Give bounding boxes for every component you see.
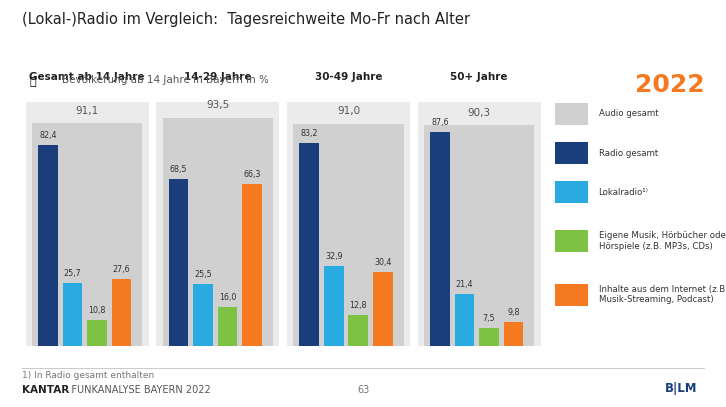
FancyBboxPatch shape (25, 102, 149, 346)
FancyBboxPatch shape (163, 118, 273, 346)
FancyBboxPatch shape (555, 181, 589, 203)
Text: 87,6: 87,6 (431, 118, 449, 127)
Text: 9,8: 9,8 (507, 308, 520, 317)
Text: 2022: 2022 (635, 73, 704, 97)
FancyBboxPatch shape (32, 123, 142, 346)
Text: 12,8: 12,8 (349, 301, 367, 310)
FancyBboxPatch shape (62, 283, 82, 346)
Text: Inhalte aus dem Internet (z.B.
Musik-Streaming, Podcast): Inhalte aus dem Internet (z.B. Musik-Str… (598, 285, 726, 304)
Text: 83,2: 83,2 (301, 129, 318, 138)
FancyBboxPatch shape (555, 103, 589, 125)
Text: 50+ Jahre: 50+ Jahre (450, 72, 508, 82)
FancyBboxPatch shape (454, 294, 474, 346)
FancyBboxPatch shape (287, 102, 410, 346)
FancyBboxPatch shape (293, 124, 404, 346)
Text: 63: 63 (357, 385, 369, 395)
Text: Lokalradio¹⁾: Lokalradio¹⁾ (598, 188, 648, 197)
FancyBboxPatch shape (555, 284, 589, 306)
Text: 🎵: 🎵 (29, 77, 36, 88)
Text: Bevölkerung ab 14 Jahre in Bayern in %: Bevölkerung ab 14 Jahre in Bayern in % (62, 75, 269, 85)
FancyBboxPatch shape (555, 230, 589, 252)
FancyBboxPatch shape (504, 322, 523, 346)
Text: Gesamt ab 14 Jahre: Gesamt ab 14 Jahre (29, 72, 145, 82)
Text: 68,5: 68,5 (170, 165, 187, 174)
FancyBboxPatch shape (373, 272, 393, 346)
Text: 10,8: 10,8 (89, 306, 106, 315)
Text: 14-29 Jahre: 14-29 Jahre (184, 72, 251, 82)
FancyBboxPatch shape (417, 102, 541, 346)
Text: 7,5: 7,5 (483, 314, 495, 323)
FancyBboxPatch shape (299, 143, 319, 346)
Text: Audio gesamt: Audio gesamt (598, 109, 658, 118)
FancyBboxPatch shape (87, 319, 107, 346)
Text: B|LM: B|LM (664, 382, 697, 395)
FancyBboxPatch shape (555, 142, 589, 164)
Text: 27,6: 27,6 (113, 265, 131, 274)
FancyBboxPatch shape (324, 266, 343, 346)
Text: KANTAR: KANTAR (22, 385, 69, 395)
Text: FUNKANALYSE BAYERN 2022: FUNKANALYSE BAYERN 2022 (62, 385, 211, 395)
Text: 16,0: 16,0 (219, 293, 237, 302)
Text: 30,4: 30,4 (374, 258, 391, 267)
FancyBboxPatch shape (479, 328, 499, 346)
Text: Radio gesamt: Radio gesamt (598, 149, 658, 158)
FancyBboxPatch shape (424, 125, 534, 346)
Text: 93,5: 93,5 (206, 100, 229, 110)
FancyBboxPatch shape (193, 284, 213, 346)
FancyBboxPatch shape (112, 278, 131, 346)
Text: (Lokal-)Radio im Vergleich:  Tagesreichweite Mo-Fr nach Alter: (Lokal-)Radio im Vergleich: Tagesreichwe… (22, 12, 470, 27)
Text: 91,0: 91,0 (337, 106, 360, 116)
FancyBboxPatch shape (348, 315, 368, 346)
Text: 91,1: 91,1 (76, 106, 99, 116)
Text: 21,4: 21,4 (456, 280, 473, 289)
Text: 1) In Radio gesamt enthalten: 1) In Radio gesamt enthalten (22, 371, 154, 380)
FancyBboxPatch shape (242, 184, 262, 346)
Text: 82,4: 82,4 (39, 131, 57, 140)
FancyBboxPatch shape (168, 179, 188, 346)
FancyBboxPatch shape (218, 307, 237, 346)
Text: 25,7: 25,7 (63, 269, 81, 278)
FancyBboxPatch shape (38, 145, 57, 346)
Text: 66,3: 66,3 (243, 170, 261, 179)
FancyBboxPatch shape (156, 102, 280, 346)
FancyBboxPatch shape (430, 132, 449, 346)
Text: 30-49 Jahre: 30-49 Jahre (315, 72, 382, 82)
Text: 90,3: 90,3 (468, 108, 491, 118)
Text: 32,9: 32,9 (325, 252, 343, 261)
Text: 25,5: 25,5 (194, 270, 212, 279)
Text: Eigene Musik, Hörbücher oder
Hörspiele (z.B. MP3s, CDs): Eigene Musik, Hörbücher oder Hörspiele (… (598, 231, 726, 251)
